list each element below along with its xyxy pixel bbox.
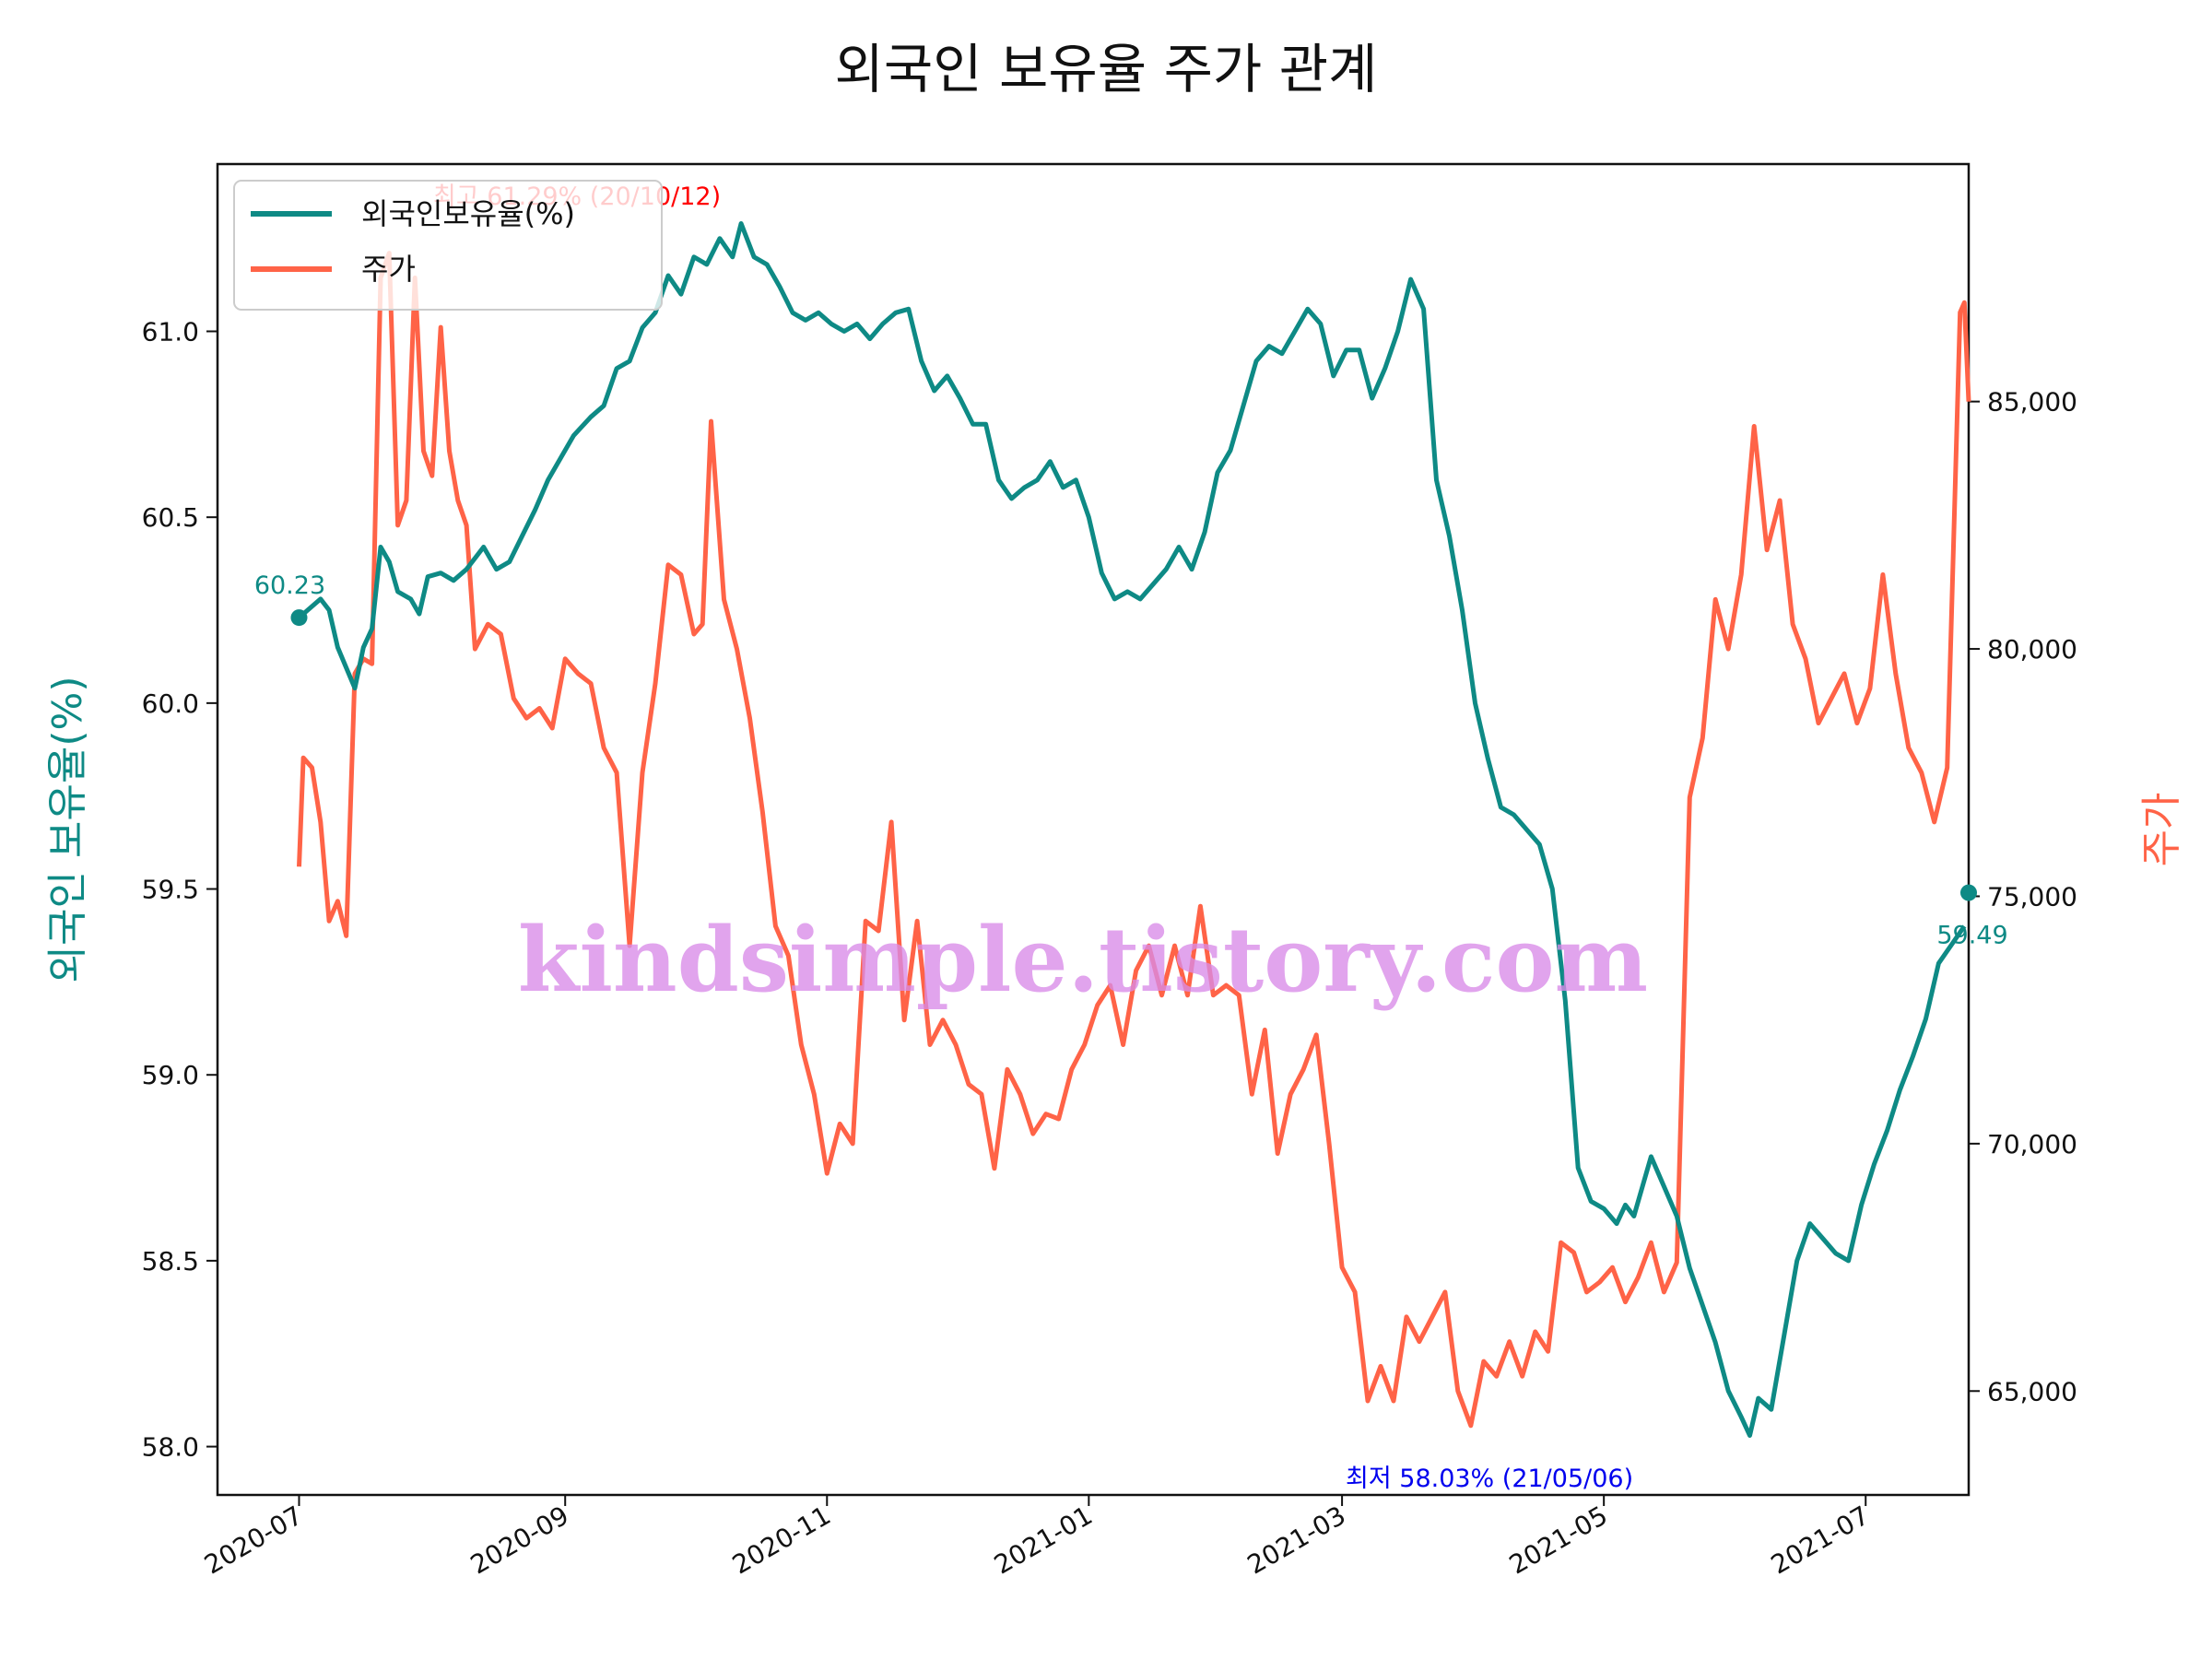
x-tick-label: 2021-07 — [1766, 1500, 1875, 1580]
legend-label-holding: 외국인보유율(%) — [361, 196, 575, 231]
y-right-tick-label: 80,000 — [1987, 634, 2077, 665]
y-right-tick-label: 65,000 — [1987, 1376, 2077, 1406]
x-tick-label: 2020-07 — [199, 1500, 308, 1580]
y-axis-right-label: 주가 — [2138, 793, 2185, 867]
x-tick-label: 2020-11 — [727, 1500, 836, 1580]
legend-box — [233, 180, 663, 311]
series-layer — [297, 221, 1971, 1438]
x-tick-label: 2021-01 — [989, 1500, 1098, 1580]
start-point-marker — [290, 609, 308, 627]
y-left-tick-label: 61.0 — [142, 317, 199, 347]
y-left-tick-label: 60.5 — [142, 502, 199, 533]
legend: 외국인보유율(%) 주가 — [233, 180, 663, 311]
x-tick-label: 2021-03 — [1242, 1500, 1351, 1580]
y-right-tick-label: 75,000 — [1987, 881, 2077, 912]
x-tick-label: 2021-05 — [1504, 1500, 1613, 1580]
y-left-tick-label: 58.5 — [142, 1246, 199, 1277]
y-right-tick-label: 70,000 — [1987, 1129, 2077, 1159]
legend-label-price: 주가 — [361, 252, 416, 287]
end-point-marker — [1960, 884, 1977, 901]
chart-title: 외국인 보유율 주가 관계 — [835, 38, 1378, 100]
plot-area — [216, 162, 1971, 1497]
start-value-label: 60.23 — [254, 571, 325, 600]
x-axis: 2020-07 2020-09 2020-11 2021-01 2021-03 2021-… — [199, 1495, 1875, 1581]
min-annotation: 최저 58.03% (21/05/06) — [1346, 1465, 1633, 1493]
y-left-tick-label: 60.0 — [142, 688, 199, 719]
y-axis-left-label: 외국인 보유율(%) — [44, 676, 91, 982]
series-line-holding — [297, 221, 1967, 1438]
end-value-label: 59.49 — [1936, 922, 2007, 950]
y-left-tick-label: 58.0 — [142, 1432, 199, 1463]
series-line-price — [297, 251, 1971, 1429]
y-left-tick-label: 59.5 — [142, 875, 199, 905]
y-right-tick-label: 85,000 — [1987, 387, 2077, 418]
y-axis-right: 65,000 70,000 75,000 80,000 85,000 — [1969, 387, 2077, 1406]
y-axis-left: 58.0 58.5 59.0 59.5 60.0 60.5 61.0 — [142, 317, 218, 1463]
watermark-text: kindsimple.tistory.com — [518, 908, 1648, 1012]
y-left-tick-label: 59.0 — [142, 1060, 199, 1090]
x-tick-label: 2020-09 — [465, 1500, 574, 1580]
